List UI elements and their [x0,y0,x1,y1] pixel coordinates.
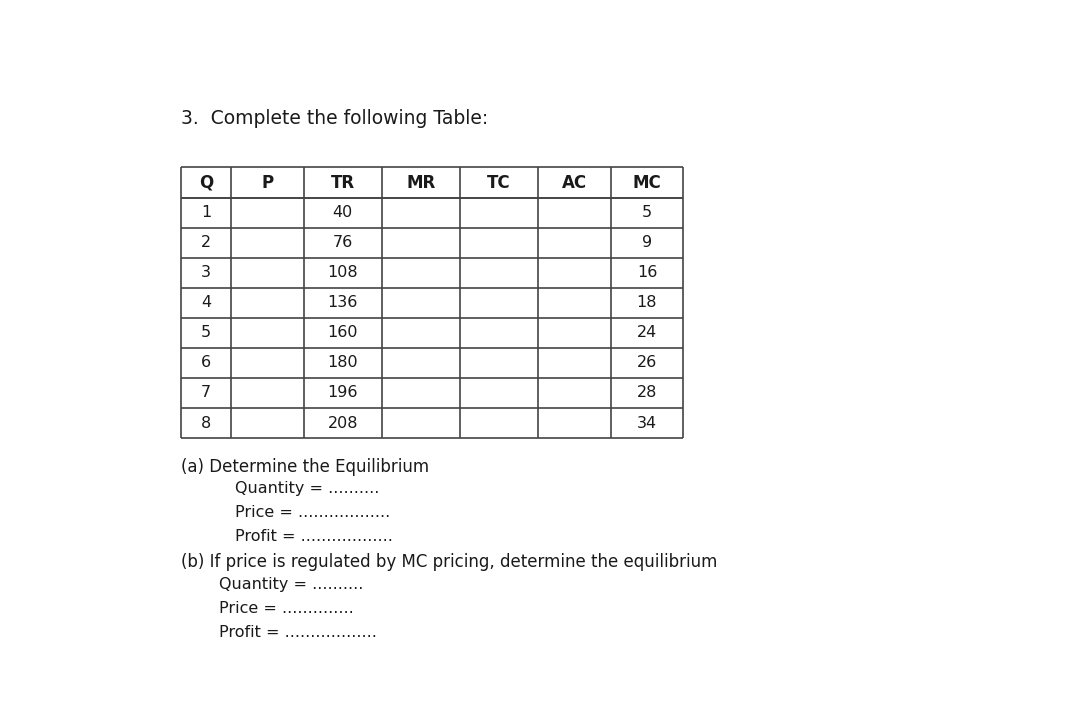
Text: 208: 208 [327,416,359,430]
Text: 40: 40 [333,205,353,220]
Text: 16: 16 [637,265,657,281]
Text: 5: 5 [642,205,652,220]
Text: 196: 196 [327,385,359,401]
Text: 28: 28 [637,385,657,401]
Text: TC: TC [487,174,511,192]
Text: MR: MR [406,174,435,192]
Text: TR: TR [330,174,355,192]
Text: 76: 76 [333,235,353,250]
Text: P: P [261,174,273,192]
Text: Price = ..............: Price = .............. [218,601,353,616]
Text: 7: 7 [201,385,212,401]
Text: 6: 6 [201,356,212,370]
Text: 1: 1 [201,205,212,220]
Text: 160: 160 [327,325,359,341]
Text: 34: 34 [637,416,657,430]
Text: 24: 24 [637,325,657,341]
Text: 3.  Complete the following Table:: 3. Complete the following Table: [181,109,488,128]
Text: Quantity = ..........: Quantity = .......... [235,482,380,497]
Text: 26: 26 [637,356,657,370]
Text: AC: AC [562,174,588,192]
Text: Profit = ..................: Profit = .................. [218,625,377,640]
Text: 180: 180 [327,356,359,370]
Text: Quantity = ..........: Quantity = .......... [218,577,363,592]
Text: (b) If price is regulated by MC pricing, determine the equilibrium: (b) If price is regulated by MC pricing,… [181,553,717,571]
Text: MC: MC [633,174,661,192]
Text: 18: 18 [637,295,658,310]
Text: 136: 136 [327,295,359,310]
Text: Price = ..................: Price = .................. [235,505,391,521]
Text: Profit = ..................: Profit = .................. [235,529,393,544]
Text: 8: 8 [201,416,212,430]
Text: 108: 108 [327,265,359,281]
Text: Q: Q [199,174,213,192]
Text: 3: 3 [201,265,212,281]
Text: 4: 4 [201,295,212,310]
Text: 5: 5 [201,325,212,341]
Text: 9: 9 [642,235,652,250]
Text: (a) Determine the Equilibrium: (a) Determine the Equilibrium [181,458,429,476]
Text: 2: 2 [201,235,212,250]
